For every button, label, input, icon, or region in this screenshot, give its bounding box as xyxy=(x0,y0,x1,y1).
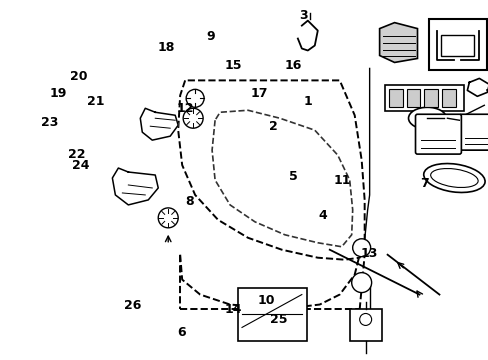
Text: 16: 16 xyxy=(284,59,301,72)
Text: 15: 15 xyxy=(224,59,242,72)
Text: 19: 19 xyxy=(49,87,67,100)
Text: 11: 11 xyxy=(333,174,350,186)
Bar xyxy=(428,19,487,71)
Text: 13: 13 xyxy=(360,247,377,260)
Text: 21: 21 xyxy=(87,95,104,108)
Text: 10: 10 xyxy=(257,294,275,307)
Circle shape xyxy=(183,108,203,128)
Circle shape xyxy=(351,273,371,293)
Ellipse shape xyxy=(423,163,484,193)
Bar xyxy=(441,35,473,57)
FancyBboxPatch shape xyxy=(415,114,461,154)
Text: 7: 7 xyxy=(420,177,428,190)
Text: 1: 1 xyxy=(303,95,312,108)
Bar xyxy=(424,89,438,107)
FancyBboxPatch shape xyxy=(458,114,488,150)
Text: 24: 24 xyxy=(72,159,90,172)
Text: 3: 3 xyxy=(298,9,306,22)
Polygon shape xyxy=(140,108,178,140)
Bar xyxy=(384,85,464,111)
Text: 9: 9 xyxy=(205,30,214,43)
Polygon shape xyxy=(112,168,158,205)
Text: 23: 23 xyxy=(41,116,58,129)
Text: 20: 20 xyxy=(70,69,87,82)
Text: 18: 18 xyxy=(158,41,175,54)
Text: 8: 8 xyxy=(185,195,194,208)
Circle shape xyxy=(186,89,203,107)
Bar xyxy=(388,89,402,107)
Circle shape xyxy=(352,239,370,257)
Text: 6: 6 xyxy=(177,326,185,339)
Text: 5: 5 xyxy=(288,170,297,183)
Text: 2: 2 xyxy=(269,120,278,133)
Bar xyxy=(442,89,455,107)
Bar xyxy=(406,89,420,107)
Text: 22: 22 xyxy=(67,148,85,161)
Circle shape xyxy=(158,208,178,228)
Text: 26: 26 xyxy=(123,299,141,312)
Text: 17: 17 xyxy=(250,87,267,100)
Bar xyxy=(349,310,381,341)
Polygon shape xyxy=(379,23,417,62)
Ellipse shape xyxy=(407,107,446,129)
FancyBboxPatch shape xyxy=(238,288,306,341)
Text: 4: 4 xyxy=(318,210,326,222)
Text: 14: 14 xyxy=(224,303,242,316)
Text: 12: 12 xyxy=(176,102,193,115)
Text: 25: 25 xyxy=(269,313,287,327)
